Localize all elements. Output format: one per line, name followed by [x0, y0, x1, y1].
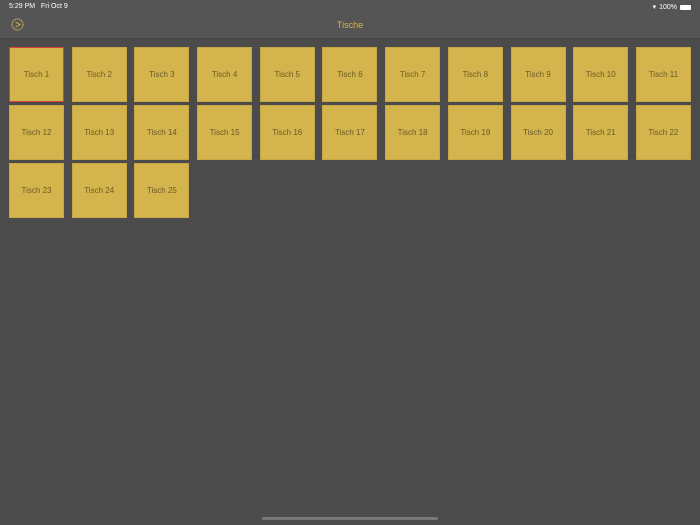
table-tile[interactable]: Tisch 13	[71, 105, 127, 160]
battery-icon	[680, 4, 691, 10]
status-time-date: 5:29 PM Fri Oct 9	[9, 3, 68, 10]
table-tile[interactable]: Tisch 14	[134, 105, 190, 160]
table-tile[interactable]: Tisch 11	[635, 47, 691, 102]
table-tile[interactable]: Tisch 15	[197, 105, 253, 160]
table-tile[interactable]: Tisch 16	[259, 105, 315, 160]
table-tile[interactable]: Tisch 3	[134, 47, 190, 102]
table-tile[interactable]: Tisch 20	[510, 105, 566, 160]
table-tile[interactable]: Tisch 7	[385, 47, 441, 102]
table-tile[interactable]: Tisch 25	[134, 163, 190, 218]
status-bar: 5:29 PM Fri Oct 9 ▾ 100%	[0, 0, 700, 12]
page-title: Tische	[336, 20, 364, 30]
table-tile[interactable]: Tisch 24	[71, 163, 127, 218]
table-tile[interactable]: Tisch 4	[197, 47, 253, 102]
table-tile[interactable]: Tisch 10	[573, 47, 629, 102]
table-tile[interactable]: Tisch 8	[447, 47, 503, 102]
table-tile[interactable]: Tisch 19	[447, 105, 503, 160]
table-grid: Tisch 1 Tisch 2 Tisch 3 Tisch 4 Tisch 5 Tisch…	[9, 47, 691, 218]
table-tile[interactable]: Tisch 18	[385, 105, 441, 160]
table-tile[interactable]: Tisch 17	[322, 105, 378, 160]
clock-play-icon[interactable]	[11, 18, 24, 31]
date: Fri Oct 9	[40, 3, 68, 10]
battery-percent: 100%	[659, 3, 677, 11]
wifi-icon: ▾	[652, 4, 657, 11]
table-tile[interactable]: Tisch 6	[322, 47, 378, 102]
navigation-bar: Tische	[0, 12, 700, 39]
table-tile[interactable]: Tisch 1	[9, 47, 64, 102]
table-tile[interactable]: Tisch 9	[510, 47, 566, 102]
table-tile[interactable]: Tisch 22	[635, 105, 691, 160]
table-tile[interactable]: Tisch 21	[573, 105, 629, 160]
time: 5:29 PM	[9, 3, 36, 10]
home-indicator[interactable]	[262, 517, 438, 520]
table-tile[interactable]: Tisch 5	[259, 47, 315, 102]
table-tile[interactable]: Tisch 2	[71, 47, 127, 102]
table-tile[interactable]: Tisch 23	[9, 163, 64, 218]
table-tile[interactable]: Tisch 12	[9, 105, 64, 160]
